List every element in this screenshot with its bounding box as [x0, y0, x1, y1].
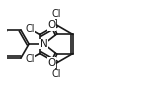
Text: N: N	[40, 39, 48, 49]
Text: O: O	[48, 20, 56, 30]
Text: Cl: Cl	[52, 69, 61, 79]
Text: Cl: Cl	[25, 24, 35, 34]
Text: O: O	[48, 58, 56, 68]
Text: Cl: Cl	[25, 54, 35, 64]
Text: Cl: Cl	[52, 9, 61, 19]
